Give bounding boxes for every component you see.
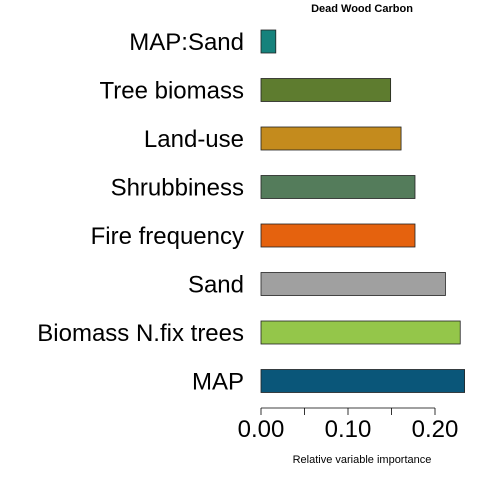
bar-fire-frequency — [260, 223, 416, 248]
category-label: Biomass N.fix trees — [37, 320, 244, 347]
category-label: MAP:Sand — [129, 29, 244, 56]
category-label: Land-use — [144, 126, 244, 153]
x-tick-label: 0.20 — [412, 416, 459, 443]
category-label: MAP — [192, 369, 244, 396]
category-label: Sand — [188, 272, 244, 299]
bar-tree-biomass — [260, 78, 392, 102]
bar-sand — [260, 272, 446, 296]
bars-group — [260, 29, 465, 393]
bar-map — [260, 369, 465, 393]
x-axis-title: Relative variable importance — [293, 454, 432, 466]
category-labels-group: MAP:Sand Tree biomass Land-use Shrubbiness F… — [37, 29, 244, 396]
x-tick-label: 0.00 — [238, 416, 285, 443]
bar-biomass-n-fix-trees — [260, 320, 461, 345]
category-label: Fire frequency — [91, 223, 244, 250]
chart-title: Dead Wood Carbon — [311, 3, 413, 15]
x-axis-ticks-group — [260, 408, 436, 415]
category-label: Tree biomass — [100, 78, 245, 105]
bar-land-use — [260, 126, 402, 151]
category-label: Shrubbiness — [111, 175, 244, 202]
x-axis-tick-labels-group: 0.00 0.10 0.20 — [238, 416, 459, 443]
bar-map-sand — [260, 29, 277, 54]
bar-shrubbiness — [260, 175, 416, 199]
x-tick-label: 0.10 — [325, 416, 372, 443]
